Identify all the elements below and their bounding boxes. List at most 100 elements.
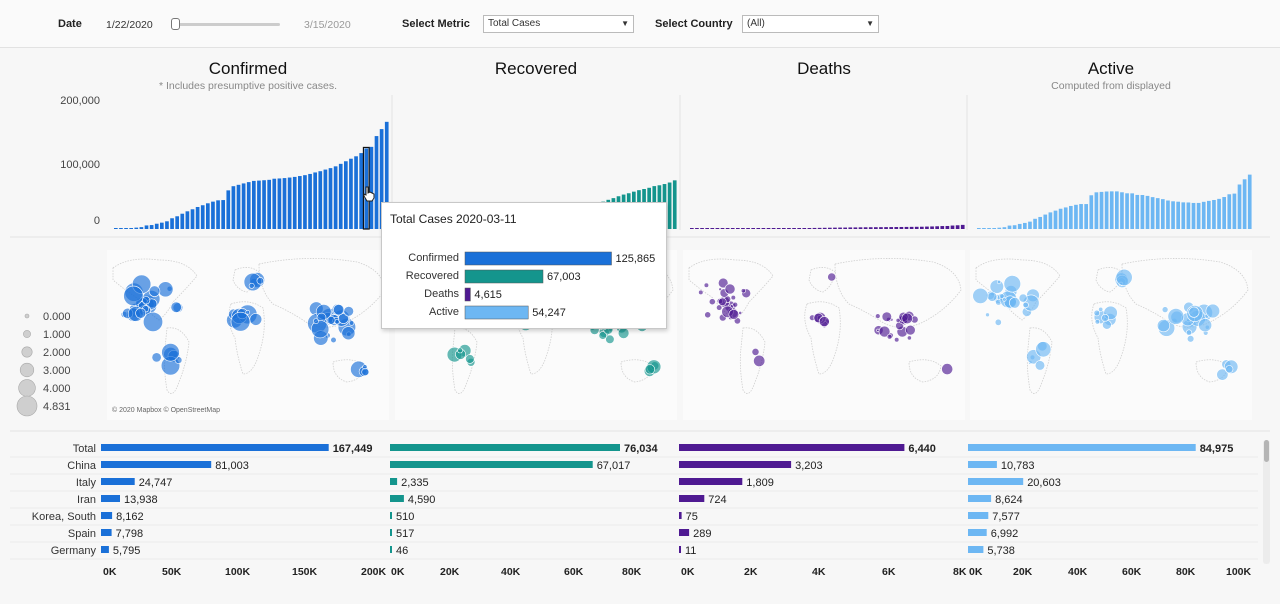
country-bar-value: 76,034 bbox=[624, 443, 659, 455]
time-bar-deaths bbox=[720, 228, 725, 229]
country-bar-value: 510 bbox=[396, 511, 414, 523]
country-bar-value: 5,795 bbox=[113, 545, 141, 557]
map-circle bbox=[818, 316, 830, 327]
map-circle bbox=[135, 307, 147, 319]
map-circle bbox=[337, 313, 349, 324]
time-bar-active bbox=[1028, 221, 1032, 229]
map-circle bbox=[170, 301, 182, 313]
time-bar-active bbox=[1155, 198, 1160, 229]
legend-label: 3.000 bbox=[43, 365, 71, 377]
time-bar-active bbox=[1171, 201, 1175, 229]
country-bar-active bbox=[968, 512, 989, 519]
scrollbar-track[interactable] bbox=[1263, 440, 1270, 564]
country-bar-value: 724 bbox=[708, 494, 726, 506]
map-circle bbox=[827, 272, 837, 282]
time-bar-confirmed bbox=[246, 182, 251, 229]
legend-circle bbox=[19, 362, 35, 378]
map-circle bbox=[148, 285, 161, 297]
time-bar-deaths bbox=[792, 228, 796, 229]
time-bar-deaths bbox=[884, 227, 888, 229]
date-slider-track[interactable] bbox=[176, 23, 280, 26]
map-circle bbox=[1216, 368, 1229, 381]
time-bar-active bbox=[1109, 191, 1114, 229]
map-circle bbox=[996, 279, 1002, 285]
time-bar-active bbox=[1038, 216, 1043, 229]
x-tick-label: 0K bbox=[391, 566, 405, 578]
map-circle bbox=[906, 335, 912, 341]
map-circle bbox=[728, 309, 740, 320]
country-bar-recovered bbox=[390, 529, 392, 536]
time-bar-deaths bbox=[730, 228, 735, 229]
country-outline bbox=[451, 327, 478, 394]
time-bar-confirmed bbox=[241, 183, 246, 229]
time-bar-confirmed bbox=[257, 180, 261, 229]
country-outline bbox=[163, 327, 190, 394]
country-label: Spain bbox=[68, 528, 96, 540]
time-bar-active bbox=[1140, 195, 1145, 229]
world-map-deaths bbox=[683, 250, 965, 420]
time-bar-deaths bbox=[756, 228, 761, 229]
time-bar-deaths bbox=[904, 226, 909, 229]
metric-select[interactable]: Total Cases ▼ bbox=[483, 15, 634, 33]
country-bar-value: 84,975 bbox=[1200, 443, 1234, 455]
time-bar-deaths bbox=[858, 227, 863, 229]
country-bar-charts: Total China Italy Iran Korea, South Spain Germ… bbox=[10, 443, 1258, 560]
tooltip-category-label: Deaths bbox=[424, 288, 459, 300]
country-bar-value: 67,017 bbox=[597, 460, 631, 472]
time-bar-active bbox=[1099, 191, 1104, 229]
x-tick-label: 0K bbox=[969, 566, 983, 578]
map-circle bbox=[901, 312, 913, 325]
time-bar-recovered bbox=[667, 182, 672, 229]
time-bar-deaths bbox=[690, 228, 694, 229]
country-label: China bbox=[67, 460, 97, 472]
map-circle bbox=[330, 336, 337, 344]
tooltip: Total Cases 2020-03-11 Confirmed 125,865 R… bbox=[381, 202, 667, 329]
map-circle bbox=[751, 348, 760, 356]
map-circle bbox=[972, 287, 989, 304]
time-bar-deaths bbox=[930, 226, 934, 229]
time-bar-deaths bbox=[914, 226, 919, 229]
time-bar-deaths bbox=[909, 226, 914, 229]
map-circle bbox=[1034, 360, 1046, 371]
scrollbar-thumb[interactable] bbox=[1264, 440, 1269, 462]
time-bar-confirmed bbox=[165, 221, 169, 229]
time-bar-confirmed bbox=[277, 178, 282, 229]
time-bar-deaths bbox=[822, 227, 827, 229]
x-tick-label: 200K bbox=[361, 566, 387, 578]
time-bar-deaths bbox=[725, 228, 730, 229]
map-circle bbox=[230, 311, 251, 332]
country-outline bbox=[1095, 267, 1123, 293]
country-select[interactable]: (All) ▼ bbox=[742, 15, 879, 33]
time-bar-active bbox=[1247, 174, 1252, 229]
time-series-bars bbox=[114, 121, 1252, 230]
country-bar-confirmed bbox=[101, 512, 113, 519]
date-end-value: 3/15/2020 bbox=[304, 19, 351, 31]
country-bar-value: 81,003 bbox=[215, 460, 249, 472]
tooltip-value-label: 4,615 bbox=[474, 289, 502, 301]
country-outline bbox=[228, 301, 265, 375]
time-bar-deaths bbox=[853, 227, 858, 229]
time-bar-confirmed bbox=[211, 201, 215, 229]
country-label: Italy bbox=[76, 477, 97, 489]
time-bar-deaths bbox=[889, 227, 894, 229]
time-bar-active bbox=[1058, 208, 1063, 229]
time-bar-active bbox=[1033, 218, 1037, 229]
time-bar-active bbox=[1023, 222, 1027, 229]
date-slider-handle[interactable] bbox=[171, 18, 180, 30]
time-bar-active bbox=[992, 228, 997, 229]
tooltip-value-label: 54,247 bbox=[532, 307, 566, 319]
country-bar-value: 7,798 bbox=[116, 528, 144, 540]
country-bar-recovered bbox=[390, 461, 593, 468]
tooltip-category-label: Recovered bbox=[406, 270, 459, 282]
country-bar-value: 10,783 bbox=[1001, 460, 1035, 472]
time-bar-active bbox=[1186, 202, 1191, 229]
time-bar-confirmed bbox=[384, 121, 389, 229]
map-circle bbox=[457, 347, 463, 354]
map-circle bbox=[343, 306, 354, 317]
time-bar-deaths bbox=[920, 226, 924, 229]
x-tick-label: 4K bbox=[812, 566, 826, 578]
country-bar-value: 1,809 bbox=[746, 477, 774, 489]
time-bar-active bbox=[1176, 201, 1181, 229]
time-bar-confirmed bbox=[119, 228, 123, 229]
